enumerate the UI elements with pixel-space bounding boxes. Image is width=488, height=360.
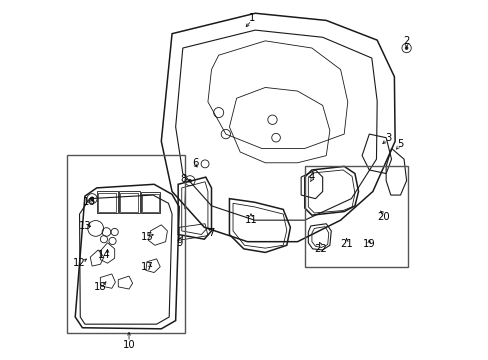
Bar [97, 192, 117, 213]
Circle shape [90, 197, 94, 201]
Text: 1: 1 [248, 13, 254, 23]
Text: 6: 6 [191, 158, 198, 168]
Circle shape [188, 179, 191, 182]
Text: 10: 10 [122, 340, 135, 350]
Bar [120, 193, 138, 212]
Text: 19: 19 [362, 239, 375, 249]
Bar [119, 192, 140, 213]
Text: 15: 15 [141, 232, 154, 242]
Text: 22: 22 [313, 244, 326, 254]
Bar [140, 192, 160, 213]
Text: 7: 7 [208, 228, 214, 238]
Text: 17: 17 [141, 262, 154, 272]
Text: 2: 2 [403, 36, 409, 46]
Text: 8: 8 [180, 174, 186, 184]
Text: 13: 13 [79, 221, 91, 231]
Text: 21: 21 [340, 239, 352, 249]
Text: 16: 16 [83, 197, 96, 207]
Text: 3: 3 [384, 133, 390, 143]
Text: 5: 5 [396, 139, 403, 149]
Text: 18: 18 [94, 282, 106, 292]
Bar [304, 166, 407, 267]
Text: 20: 20 [377, 212, 389, 221]
Circle shape [405, 46, 407, 49]
Bar [142, 194, 159, 212]
Bar [98, 193, 116, 212]
Text: 9: 9 [176, 238, 182, 248]
Bar [67, 155, 184, 333]
Text: 4: 4 [308, 172, 314, 182]
Text: 14: 14 [98, 249, 110, 260]
Text: 11: 11 [244, 215, 257, 225]
Text: 12: 12 [73, 258, 86, 268]
